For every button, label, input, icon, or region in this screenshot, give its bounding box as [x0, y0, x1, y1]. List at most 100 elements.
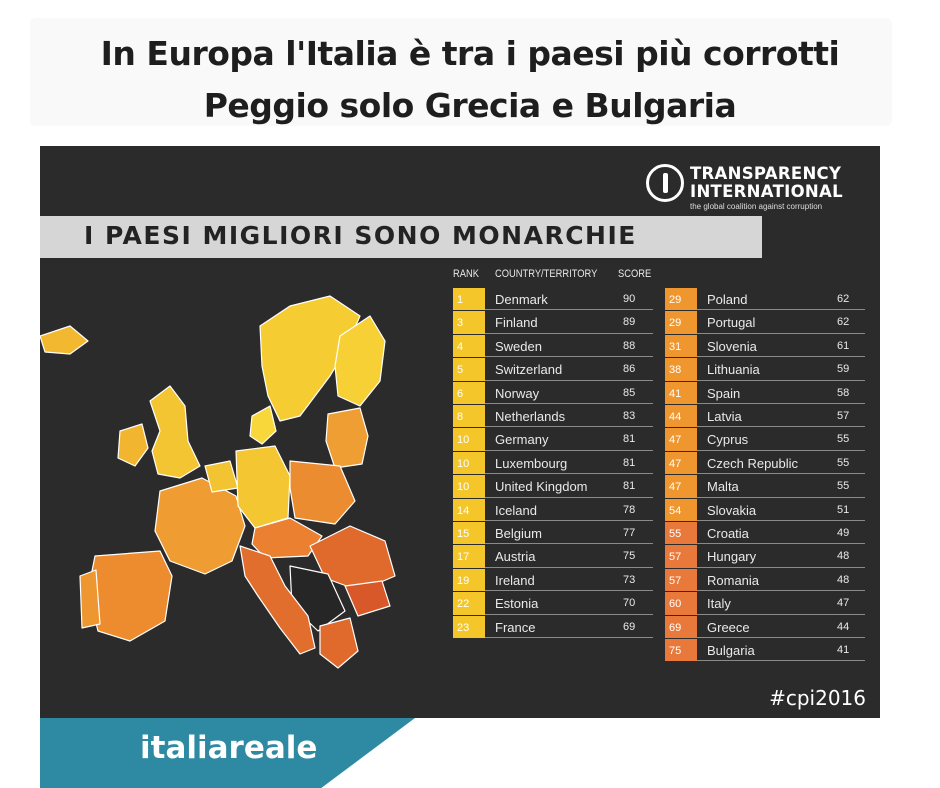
rank-cell: 44: [665, 405, 697, 428]
row-divider: [697, 473, 865, 475]
title-background: [30, 18, 892, 126]
page-subtitle: Peggio solo Grecia e Bulgaria: [203, 86, 737, 125]
rank-cell: 19: [453, 568, 485, 592]
table-row: 38 Lithuania 59: [665, 358, 865, 381]
rank-cell: 10: [453, 428, 485, 451]
rank-value: 57: [669, 551, 682, 564]
rank-cell: 29: [665, 311, 697, 334]
row-divider: [485, 473, 653, 475]
score-value: 83: [623, 410, 636, 422]
rank-value: 29: [669, 294, 682, 306]
country-name: Estonia: [495, 596, 539, 612]
score-value: 81: [623, 480, 636, 493]
score-value: 73: [623, 573, 636, 586]
rank-value: 69: [669, 621, 682, 634]
rank-cell: 69: [665, 615, 697, 638]
logo-line1: TRANSPARENCY: [690, 164, 842, 183]
map-czech-austria: [251, 517, 323, 559]
map-finland: [334, 315, 386, 407]
country-name: France: [495, 619, 536, 635]
rank-cell: 17: [453, 545, 485, 568]
score-value: 86: [623, 363, 636, 376]
country-name: Luxembourg: [495, 455, 568, 471]
rank-value: 3: [457, 317, 464, 330]
rank-value: 41: [669, 387, 682, 400]
row-divider: [485, 356, 653, 358]
rank-value: 1: [457, 294, 464, 306]
country-name: Spain: [707, 385, 741, 401]
footer-brand: italiareale: [40, 718, 415, 788]
rank-cell: 38: [665, 358, 697, 381]
score-value: 44: [837, 620, 850, 633]
rank-value: 17: [457, 551, 470, 564]
rank-cell: 1: [453, 288, 485, 311]
country-name: Denmark: [495, 292, 548, 307]
rank-cell: 3: [453, 311, 485, 334]
map-germany: [235, 445, 291, 529]
table-row: 47 Malta 55: [665, 475, 865, 498]
row-divider: [697, 332, 865, 334]
table-row: 23 France 69: [453, 615, 653, 639]
row-divider: [485, 402, 653, 404]
rank-value: 31: [669, 340, 682, 353]
country-name: Malta: [707, 479, 739, 495]
rank-cell: 4: [453, 334, 485, 358]
row-divider: [485, 379, 653, 381]
rank-value: 10: [457, 434, 470, 447]
country-name: Latvia: [707, 409, 742, 424]
footer-brand-text: italiareale: [140, 730, 318, 766]
table-row: 19 Ireland 73: [453, 568, 653, 592]
table-row: 47 Cyprus 55: [665, 428, 865, 451]
row-divider: [485, 332, 653, 334]
row-divider: [697, 543, 865, 545]
rank-cell: 6: [453, 381, 485, 404]
row-divider: [697, 613, 865, 615]
table-row: 22 Estonia 70: [453, 592, 653, 615]
rank-value: 19: [457, 574, 470, 587]
score-value: 69: [623, 620, 636, 633]
table-row: 15 Belgium 77: [453, 522, 653, 545]
logo-line2: INTERNATIONAL: [690, 182, 843, 201]
table-row: 69 Greece 44: [665, 615, 865, 639]
row-divider: [697, 496, 865, 498]
table-row: 3 Finland 89: [453, 311, 653, 334]
row-divider: [697, 402, 865, 404]
hashtag: #cpi2016: [769, 686, 866, 710]
country-name: Norway: [495, 385, 540, 401]
map-uk: [149, 385, 201, 479]
score-value: 58: [837, 386, 850, 399]
score-value: 81: [623, 433, 636, 446]
rank-cell: 57: [665, 545, 697, 568]
rank-value: 4: [457, 340, 464, 353]
score-value: 47: [837, 597, 850, 610]
score-value: 62: [837, 316, 850, 329]
table-row: 75 Bulgaria 41: [665, 639, 865, 662]
country-name: Greece: [707, 619, 750, 635]
rank-value: 10: [457, 457, 470, 470]
score-value: 48: [837, 550, 850, 563]
score-value: 77: [623, 527, 636, 539]
score-value: 57: [837, 410, 850, 422]
rank-value: 29: [669, 317, 682, 330]
score-value: 41: [837, 644, 850, 656]
country-name: Netherlands: [495, 409, 566, 424]
map-denmark: [249, 405, 277, 445]
row-divider: [697, 566, 865, 568]
rank-cell: 15: [453, 522, 485, 545]
map-bulgaria: [344, 580, 391, 617]
transparency-international-logo: TRANSPARENCY INTERNATIONAL the global co…: [646, 162, 866, 214]
header-rank: RANK: [453, 268, 479, 280]
score-value: 55: [837, 433, 850, 446]
country-name: Switzerland: [495, 362, 563, 378]
table-row: 47 Czech Republic 55: [665, 451, 865, 475]
rank-value: 47: [669, 457, 682, 470]
country-name: Iceland: [495, 502, 537, 518]
rank-value: 60: [669, 598, 682, 611]
country-name: Belgium: [495, 526, 542, 541]
rank-cell: 47: [665, 451, 697, 475]
rank-value: 54: [669, 504, 682, 517]
map-greece: [319, 617, 359, 669]
score-value: 51: [837, 503, 850, 516]
rank-value: 47: [669, 434, 682, 447]
country-name: Slovenia: [707, 338, 757, 354]
